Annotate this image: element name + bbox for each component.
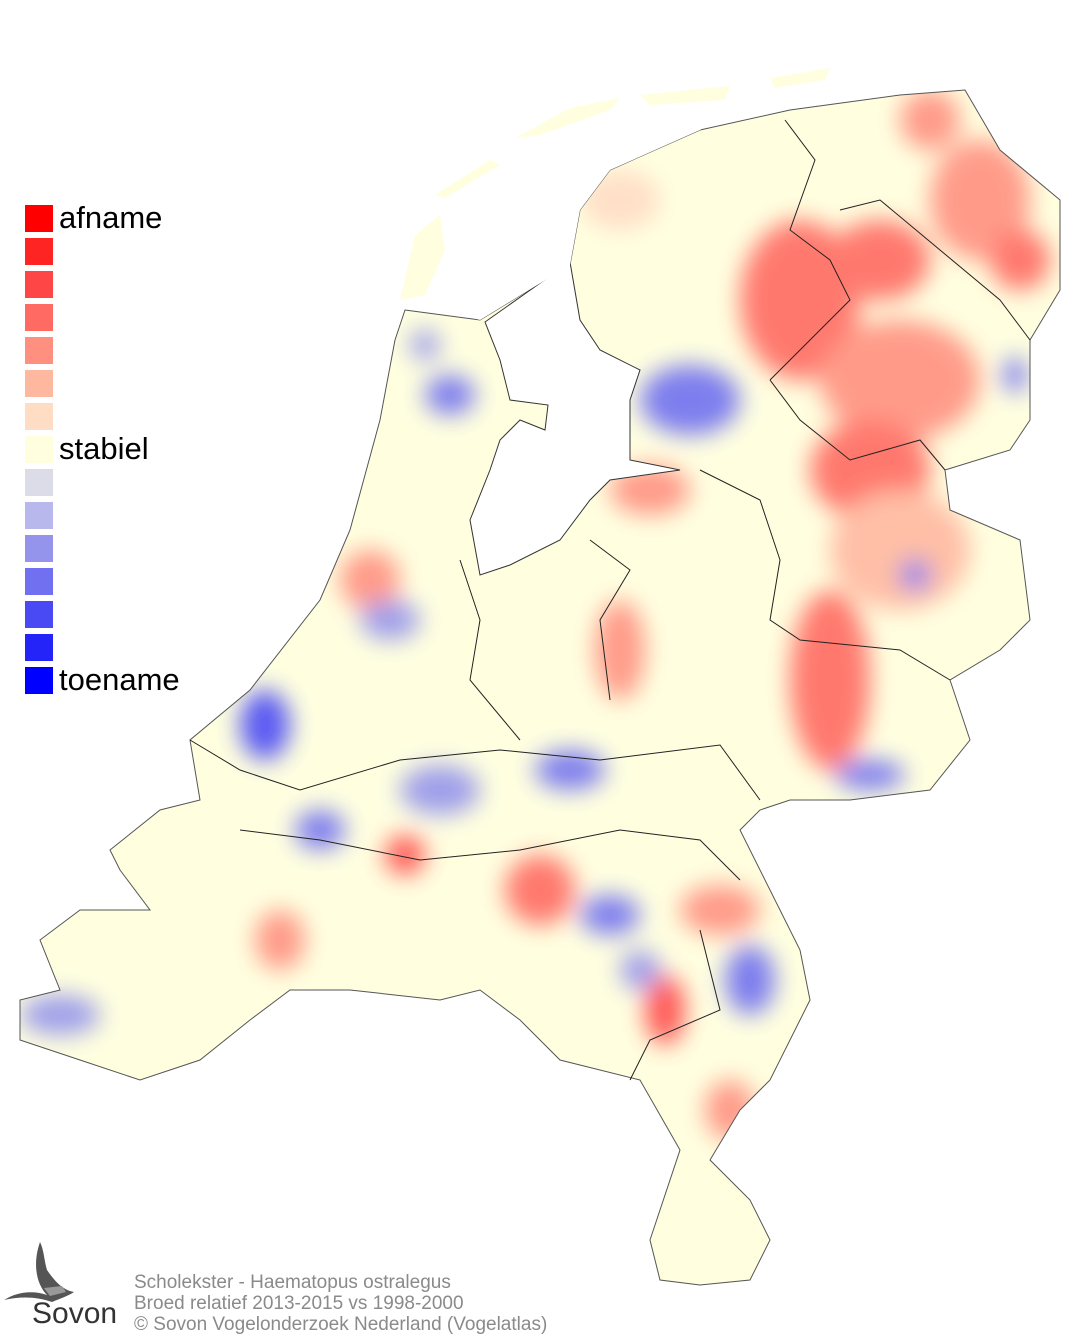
legend-swatch bbox=[25, 568, 53, 595]
sovon-logo bbox=[2, 1240, 122, 1335]
legend-label: toename bbox=[59, 662, 180, 697]
legend-swatch bbox=[25, 238, 53, 265]
legend-label: stabiel bbox=[59, 431, 149, 466]
legend-swatch bbox=[25, 601, 53, 628]
ijsselmeer bbox=[469, 261, 681, 576]
legend-swatch bbox=[25, 304, 53, 331]
legend-swatch bbox=[25, 667, 53, 694]
copyright: © Sovon Vogelonderzoek Nederland (Vogela… bbox=[134, 1314, 548, 1335]
legend-swatch bbox=[25, 634, 53, 661]
map-credits: Scholekster - Haematopus ostralegus Broe… bbox=[134, 1272, 547, 1335]
period-subtitle: Broed relatief 2013-2015 vs 1998-2000 bbox=[134, 1293, 464, 1314]
swallow-icon bbox=[4, 1242, 74, 1302]
legend-swatch bbox=[25, 403, 53, 430]
legend-swatch bbox=[25, 535, 53, 562]
province-borders bbox=[189, 119, 1031, 1081]
legend-swatch bbox=[25, 436, 53, 463]
legend-swatch bbox=[25, 502, 53, 529]
species-title: Scholekster - Haematopus ostralegus bbox=[134, 1272, 451, 1293]
legend-swatch bbox=[25, 271, 53, 298]
legend-swatch bbox=[25, 370, 53, 397]
legend-swatch bbox=[25, 205, 53, 232]
sovon-logo-text: Sovon bbox=[32, 1297, 118, 1330]
legend-label: afname bbox=[59, 200, 163, 235]
waddenzee bbox=[430, 95, 760, 320]
legend-swatch bbox=[25, 469, 53, 496]
legend-swatch bbox=[25, 337, 53, 364]
